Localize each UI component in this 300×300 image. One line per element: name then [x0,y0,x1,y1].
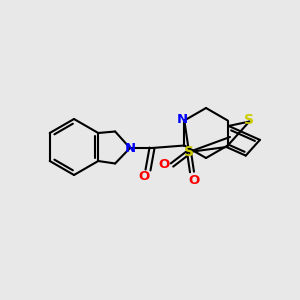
Text: N: N [124,142,136,154]
Text: O: O [188,173,200,187]
Text: N: N [177,113,188,126]
Text: O: O [158,158,169,172]
Text: S: S [184,145,194,159]
Text: O: O [138,169,150,182]
Text: S: S [244,112,254,127]
